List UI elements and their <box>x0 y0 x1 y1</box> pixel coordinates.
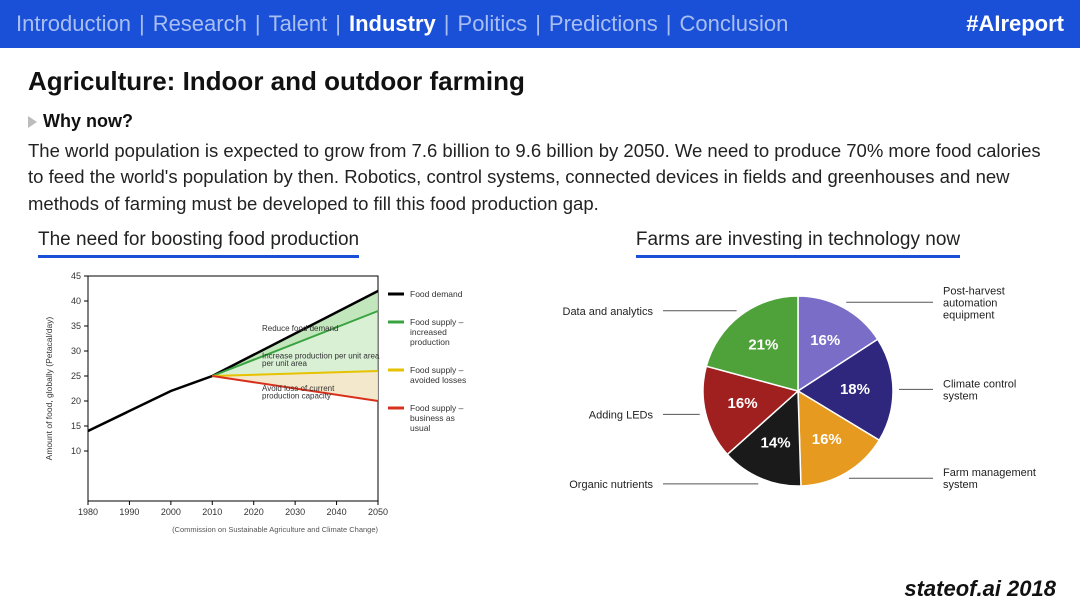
page-title: Agriculture: Indoor and outdoor farming <box>28 66 1052 97</box>
footer-brand: stateof.ai 2018 <box>904 576 1056 602</box>
right-chart-column: Farms are investing in technology now 16… <box>548 229 1048 541</box>
svg-text:21%: 21% <box>748 337 778 354</box>
svg-text:Food supply –: Food supply – <box>410 365 464 375</box>
nav-separator: | <box>327 11 349 37</box>
svg-text:Food demand: Food demand <box>410 289 463 299</box>
svg-text:1980: 1980 <box>78 507 98 517</box>
svg-text:16%: 16% <box>812 431 842 448</box>
svg-text:Food supply –: Food supply – <box>410 403 464 413</box>
nav-separator: | <box>436 11 458 37</box>
svg-text:Farm management: Farm management <box>943 467 1036 479</box>
svg-text:Organic nutrients: Organic nutrients <box>569 479 653 491</box>
hashtag: #AIreport <box>966 11 1064 37</box>
svg-text:avoided losses: avoided losses <box>410 375 466 385</box>
svg-text:increased: increased <box>410 327 447 337</box>
nav-separator: | <box>658 11 680 37</box>
svg-text:2020: 2020 <box>244 507 264 517</box>
nav-separator: | <box>527 11 549 37</box>
svg-text:Post-harvest: Post-harvest <box>943 285 1005 297</box>
svg-text:2000: 2000 <box>161 507 181 517</box>
body-paragraph: The world population is expected to grow… <box>28 138 1052 217</box>
nav-item-industry[interactable]: Industry <box>349 11 436 37</box>
nav-item-introduction[interactable]: Introduction <box>16 11 131 37</box>
nav-item-conclusion[interactable]: Conclusion <box>679 11 788 37</box>
svg-text:Climate control: Climate control <box>943 378 1016 390</box>
svg-text:Reduce food demand: Reduce food demand <box>262 324 339 333</box>
line-area-chart: 10 15 20 25 30 35 40 45 1980 1990 2000 2010 2020 2030… <box>38 266 508 536</box>
svg-text:usual: usual <box>410 423 430 433</box>
svg-text:2040: 2040 <box>327 507 347 517</box>
svg-text:35: 35 <box>71 321 81 331</box>
nav-item-talent[interactable]: Talent <box>269 11 328 37</box>
right-chart-title: Farms are investing in technology now <box>636 229 960 258</box>
svg-text:production capacity: production capacity <box>262 391 331 400</box>
top-nav-bar: Introduction|Research|Talent|Industry|Po… <box>0 0 1080 48</box>
svg-text:Data and analytics: Data and analytics <box>563 306 654 318</box>
pie-chart: 16% Post-harvestautomationequipment 18% Cli… <box>548 266 1048 526</box>
nav-items: Introduction|Research|Talent|Industry|Po… <box>16 11 788 37</box>
svg-text:18%: 18% <box>840 381 870 398</box>
subtitle: Why now? <box>43 111 133 132</box>
svg-text:30: 30 <box>71 346 81 356</box>
svg-text:16%: 16% <box>728 395 758 412</box>
svg-text:16%: 16% <box>810 332 840 349</box>
svg-text:40: 40 <box>71 296 81 306</box>
svg-text:production: production <box>410 337 450 347</box>
nav-item-politics[interactable]: Politics <box>458 11 528 37</box>
triangle-icon <box>28 116 37 128</box>
nav-item-research[interactable]: Research <box>153 11 247 37</box>
svg-text:2050: 2050 <box>368 507 388 517</box>
svg-text:2010: 2010 <box>202 507 222 517</box>
svg-text:equipment: equipment <box>943 309 994 321</box>
svg-text:14%: 14% <box>761 434 791 451</box>
svg-text:per unit area: per unit area <box>262 359 307 368</box>
svg-text:25: 25 <box>71 371 81 381</box>
svg-text:20: 20 <box>71 396 81 406</box>
svg-text:Food supply –: Food supply – <box>410 317 464 327</box>
svg-text:1990: 1990 <box>119 507 139 517</box>
slide-content: Agriculture: Indoor and outdoor farming … <box>0 48 1080 541</box>
svg-text:system: system <box>943 479 978 491</box>
svg-text:15: 15 <box>71 421 81 431</box>
svg-text:2030: 2030 <box>285 507 305 517</box>
svg-text:Amount of food, globally (Peta: Amount of food, globally (Petacal/day) <box>44 316 54 460</box>
svg-text:10: 10 <box>71 446 81 456</box>
left-chart-title: The need for boosting food production <box>38 229 359 258</box>
svg-text:automation: automation <box>943 297 997 309</box>
svg-text:(Commission on Sustainable Agr: (Commission on Sustainable Agriculture a… <box>172 525 378 534</box>
svg-text:business as: business as <box>410 413 455 423</box>
nav-separator: | <box>247 11 269 37</box>
svg-text:Adding LEDs: Adding LEDs <box>589 409 654 421</box>
nav-separator: | <box>131 11 153 37</box>
nav-item-predictions[interactable]: Predictions <box>549 11 658 37</box>
svg-text:system: system <box>943 390 978 402</box>
left-chart-column: The need for boosting food production 10… <box>38 229 508 541</box>
svg-text:45: 45 <box>71 271 81 281</box>
